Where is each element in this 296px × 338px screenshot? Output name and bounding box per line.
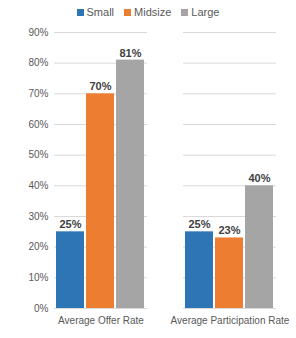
svg-text:80%: 80% [28, 57, 48, 68]
html-text:Large: Large [191, 6, 220, 18]
svg-text:10%: 10% [28, 272, 48, 283]
svg-text:81%: 81% [119, 47, 141, 59]
html-text:Small: Small [86, 6, 114, 18]
svg-text:0%: 0% [34, 303, 49, 314]
svg-text:25%: 25% [59, 218, 81, 230]
svg-text:90%: 90% [28, 27, 48, 38]
svg-text:40%: 40% [248, 172, 270, 184]
svg-text:Average Participation Rate: Average Participation Rate [171, 315, 290, 326]
svg-text:40%: 40% [28, 180, 48, 191]
svg-text:70%: 70% [89, 80, 111, 92]
svg-text:Average Offer Rate: Average Offer Rate [58, 315, 144, 326]
svg-text:70%: 70% [28, 88, 48, 99]
svg-text:30%: 30% [28, 211, 48, 222]
svg-text:50%: 50% [28, 149, 48, 160]
svg-text:20%: 20% [28, 241, 48, 252]
svg-text:25%: 25% [188, 218, 210, 230]
svg-text:60%: 60% [28, 119, 48, 130]
svg-text:23%: 23% [218, 224, 240, 236]
html-text:Midsize: Midsize [134, 6, 172, 18]
